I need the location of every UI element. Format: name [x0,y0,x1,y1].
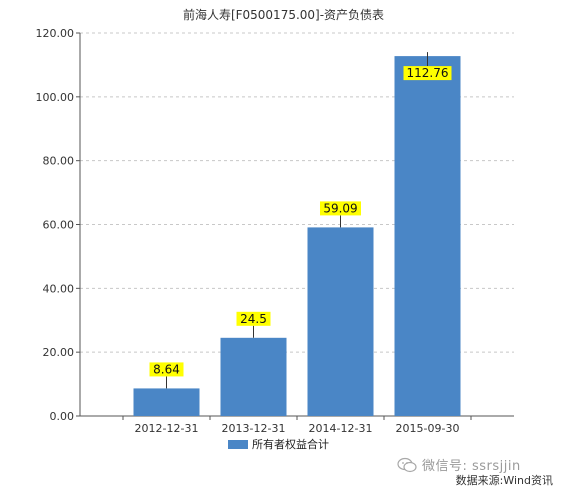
y-tick-label: 40.00 [43,282,75,295]
x-tick-label: 2015-09-30 [396,422,460,435]
data-label-bg [320,201,361,216]
data-label-bg [403,66,452,81]
y-tick-label: 20.00 [43,346,75,359]
watermark-text: 微信号: ssrsjjin [422,459,521,474]
data-label: 8.64 [153,362,180,376]
x-tick-label: 2012-12-31 [135,422,199,435]
data-label: 112.76 [407,66,449,80]
data-label-bg [236,311,271,326]
legend-label: 所有者权益合计 [252,438,329,451]
data-label: 59.09 [323,201,357,215]
legend-swatch [228,439,248,449]
bar [307,227,374,416]
y-tick-label: 80.00 [43,155,75,168]
bar [220,337,287,416]
data-label: 24.5 [240,312,267,326]
x-tick-label: 2014-12-31 [309,422,373,435]
chart-legend: 所有者权益合计 [228,436,329,452]
x-tick-label: 2013-12-31 [222,422,286,435]
bar [394,56,461,416]
y-tick-label: 0.00 [50,410,75,423]
wechat-watermark: 微信号: ssrsjjin [397,455,521,474]
bar [133,388,200,416]
wechat-icon [397,457,417,472]
data-label-bg [149,362,184,377]
y-tick-label: 120.00 [36,27,75,40]
data-source: 数据来源:Wind资讯 [455,474,553,487]
y-tick-label: 100.00 [36,91,75,104]
chart-title: 前海人寿[F0500175.00]-资产负债表 [182,8,385,22]
y-tick-label: 60.00 [43,219,75,232]
